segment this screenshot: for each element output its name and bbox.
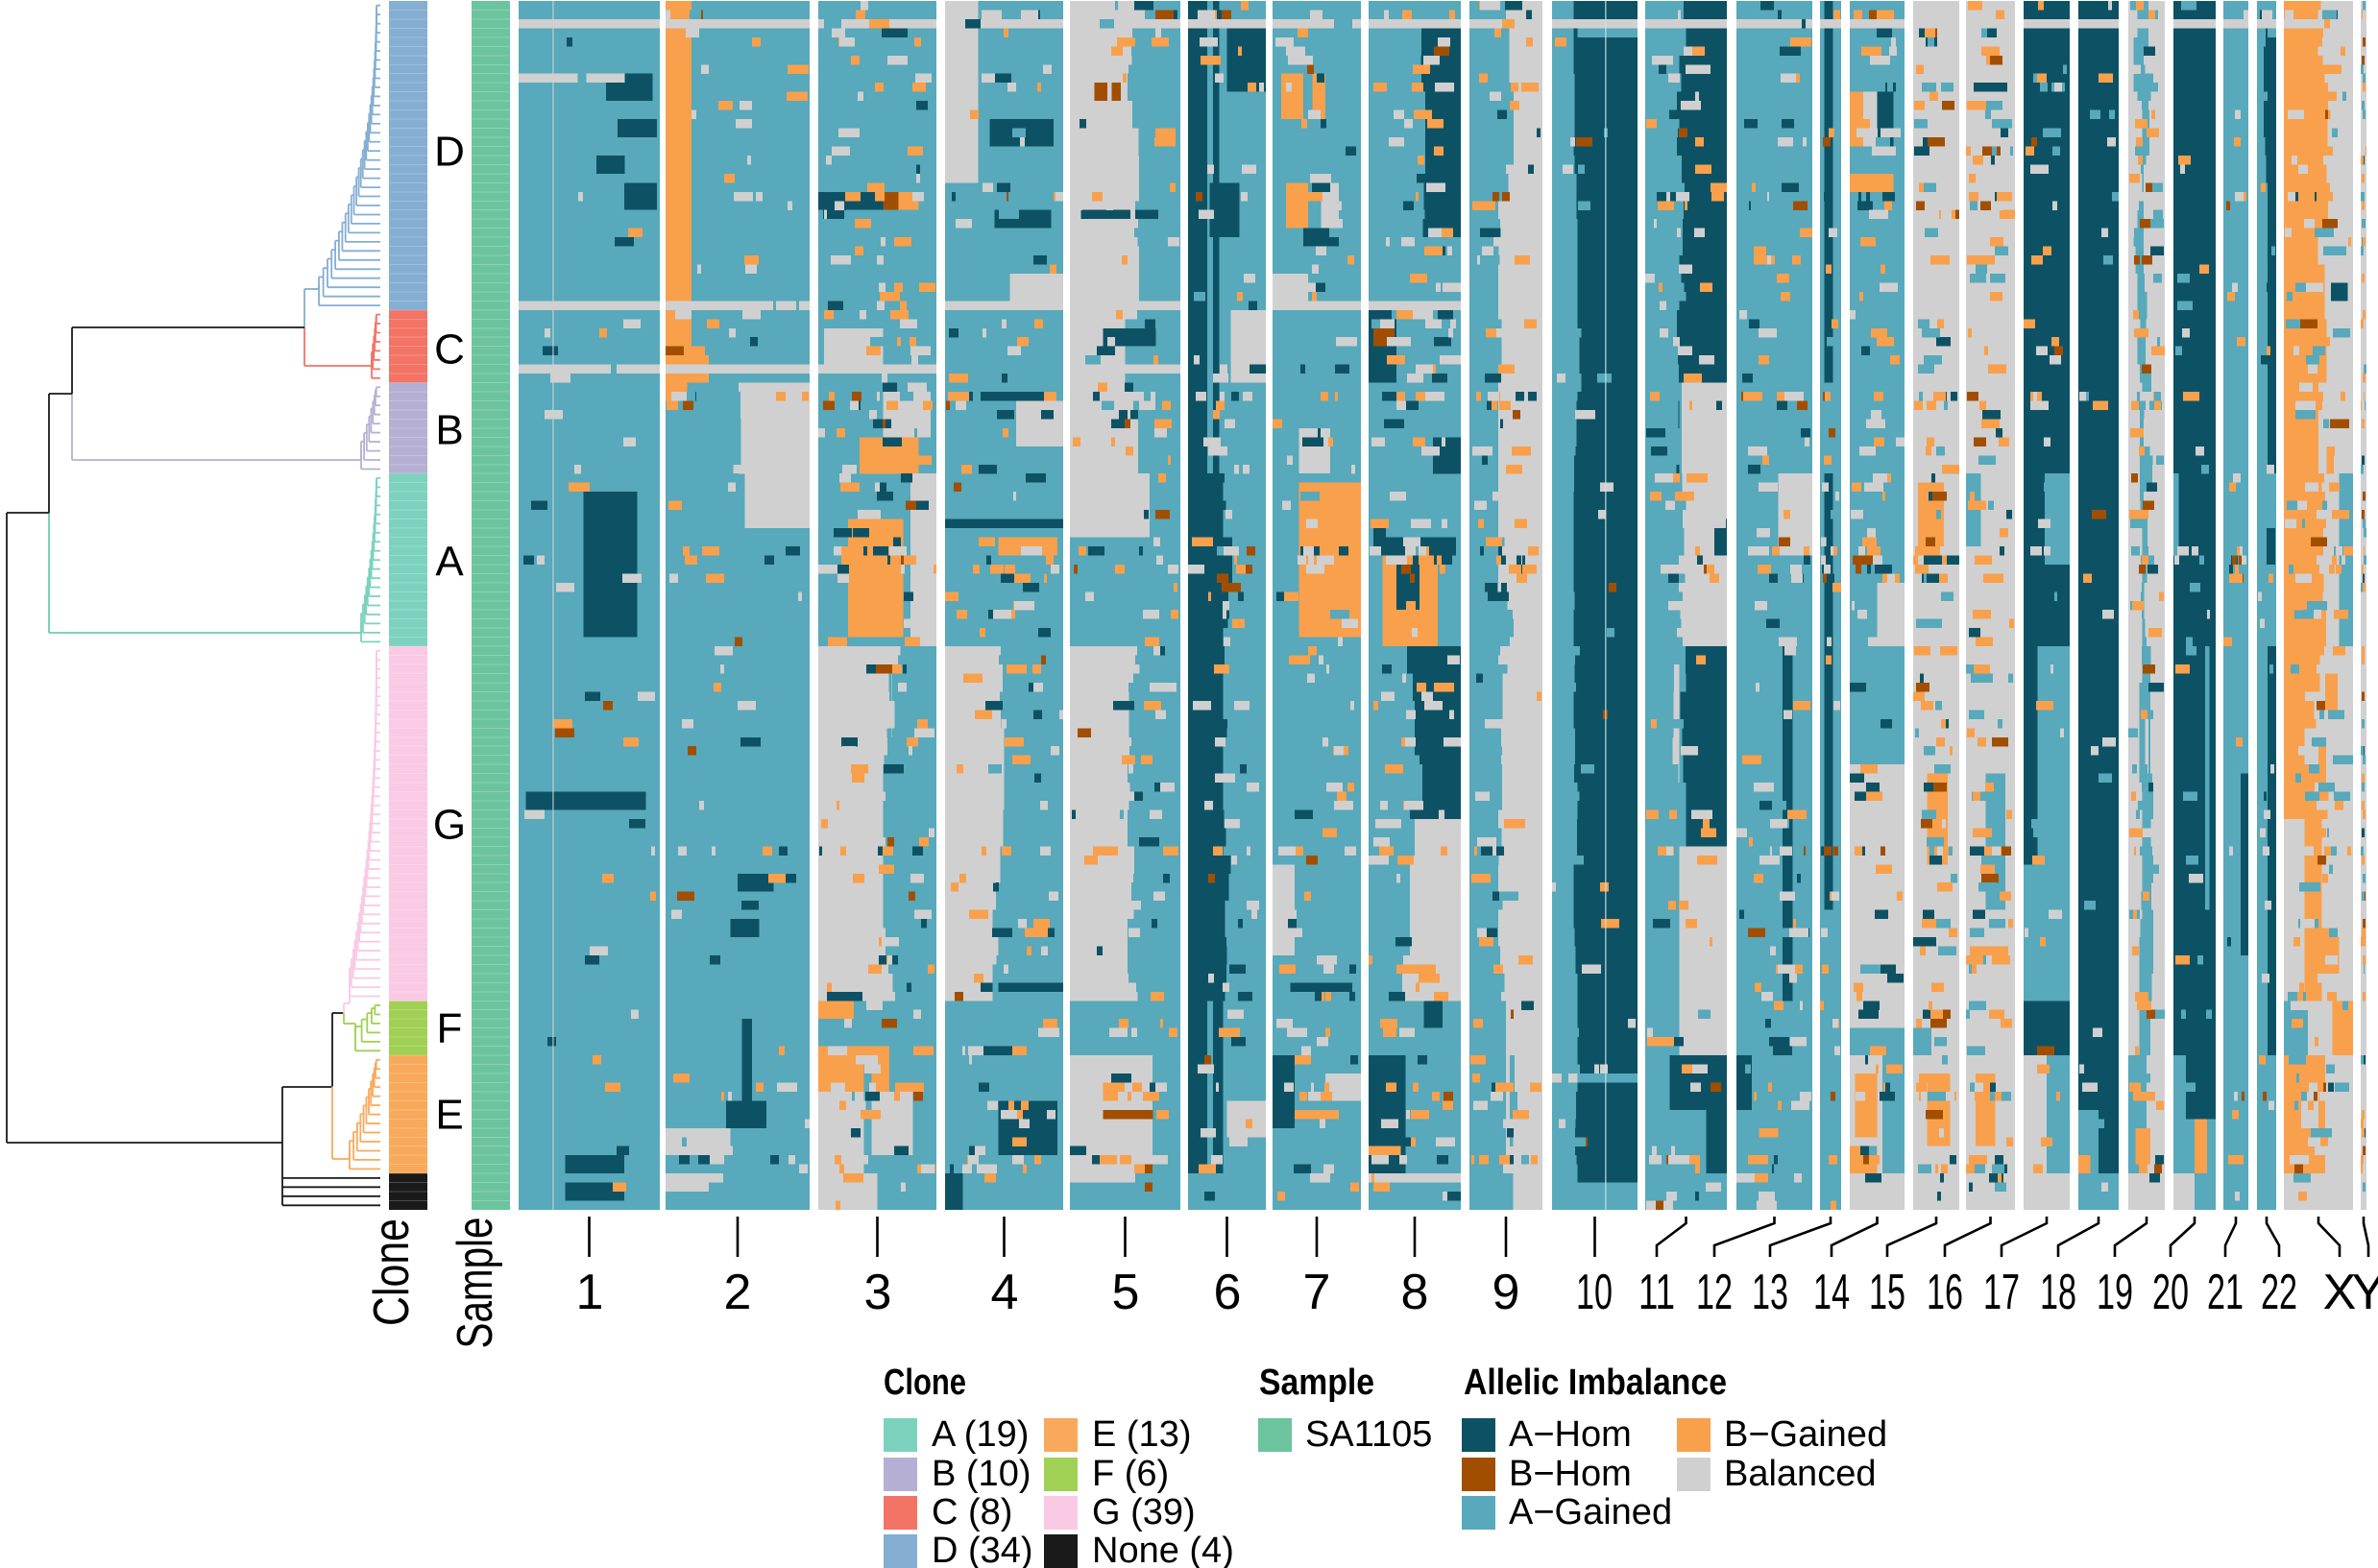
svg-text:D: D <box>434 129 465 176</box>
svg-text:21: 21 <box>2207 1265 2244 1320</box>
svg-text:11: 11 <box>1638 1265 1675 1320</box>
svg-text:18: 18 <box>2040 1265 2076 1320</box>
svg-text:Balanced: Balanced <box>1724 1454 1876 1494</box>
svg-text:20: 20 <box>2152 1265 2189 1320</box>
svg-text:C (8): C (8) <box>932 1492 1012 1532</box>
svg-text:17: 17 <box>1983 1265 2020 1320</box>
svg-text:16: 16 <box>1927 1265 1963 1320</box>
svg-text:4: 4 <box>991 1265 1019 1320</box>
svg-text:E (13): E (13) <box>1092 1414 1191 1455</box>
svg-text:14: 14 <box>1813 1265 1850 1320</box>
svg-text:3: 3 <box>864 1265 892 1320</box>
svg-text:X: X <box>2323 1265 2357 1320</box>
svg-text:15: 15 <box>1869 1265 1905 1320</box>
svg-text:F (6): F (6) <box>1092 1454 1169 1494</box>
svg-text:19: 19 <box>2097 1265 2133 1320</box>
svg-text:1: 1 <box>576 1265 604 1320</box>
svg-text:SA1105: SA1105 <box>1305 1414 1432 1455</box>
svg-text:A−Hom: A−Hom <box>1509 1414 1632 1455</box>
svg-text:Allelic Imbalance: Allelic Imbalance <box>1464 1363 1727 1403</box>
svg-text:7: 7 <box>1303 1265 1331 1320</box>
svg-text:B (10): B (10) <box>932 1454 1031 1494</box>
svg-text:9: 9 <box>1492 1265 1520 1320</box>
svg-text:B−Gained: B−Gained <box>1724 1414 1887 1455</box>
svg-text:A: A <box>435 539 464 586</box>
svg-text:8: 8 <box>1401 1265 1429 1320</box>
svg-text:C: C <box>434 326 465 374</box>
svg-text:12: 12 <box>1696 1265 1733 1320</box>
svg-text:G (39): G (39) <box>1092 1492 1196 1532</box>
svg-text:B: B <box>435 407 463 454</box>
svg-text:A−Gained: A−Gained <box>1509 1492 1672 1532</box>
svg-text:6: 6 <box>1214 1265 1242 1320</box>
svg-text:Sample: Sample <box>1259 1363 1374 1403</box>
svg-text:None (4): None (4) <box>1092 1531 1234 1568</box>
svg-text:G: G <box>433 802 466 849</box>
svg-text:E: E <box>435 1092 463 1139</box>
svg-text:F: F <box>437 1005 463 1052</box>
svg-text:Clone: Clone <box>364 1218 420 1326</box>
svg-text:10: 10 <box>1576 1265 1613 1320</box>
svg-text:13: 13 <box>1752 1265 1788 1320</box>
svg-text:22: 22 <box>2261 1265 2297 1320</box>
svg-text:2: 2 <box>724 1265 752 1320</box>
svg-text:B−Hom: B−Hom <box>1509 1454 1632 1494</box>
svg-text:Y: Y <box>2352 1265 2378 1320</box>
svg-text:A (19): A (19) <box>932 1414 1029 1455</box>
svg-text:5: 5 <box>1112 1265 1140 1320</box>
svg-text:Sample: Sample <box>448 1218 503 1349</box>
svg-text:Clone: Clone <box>884 1363 966 1403</box>
svg-text:D (34): D (34) <box>932 1531 1033 1568</box>
